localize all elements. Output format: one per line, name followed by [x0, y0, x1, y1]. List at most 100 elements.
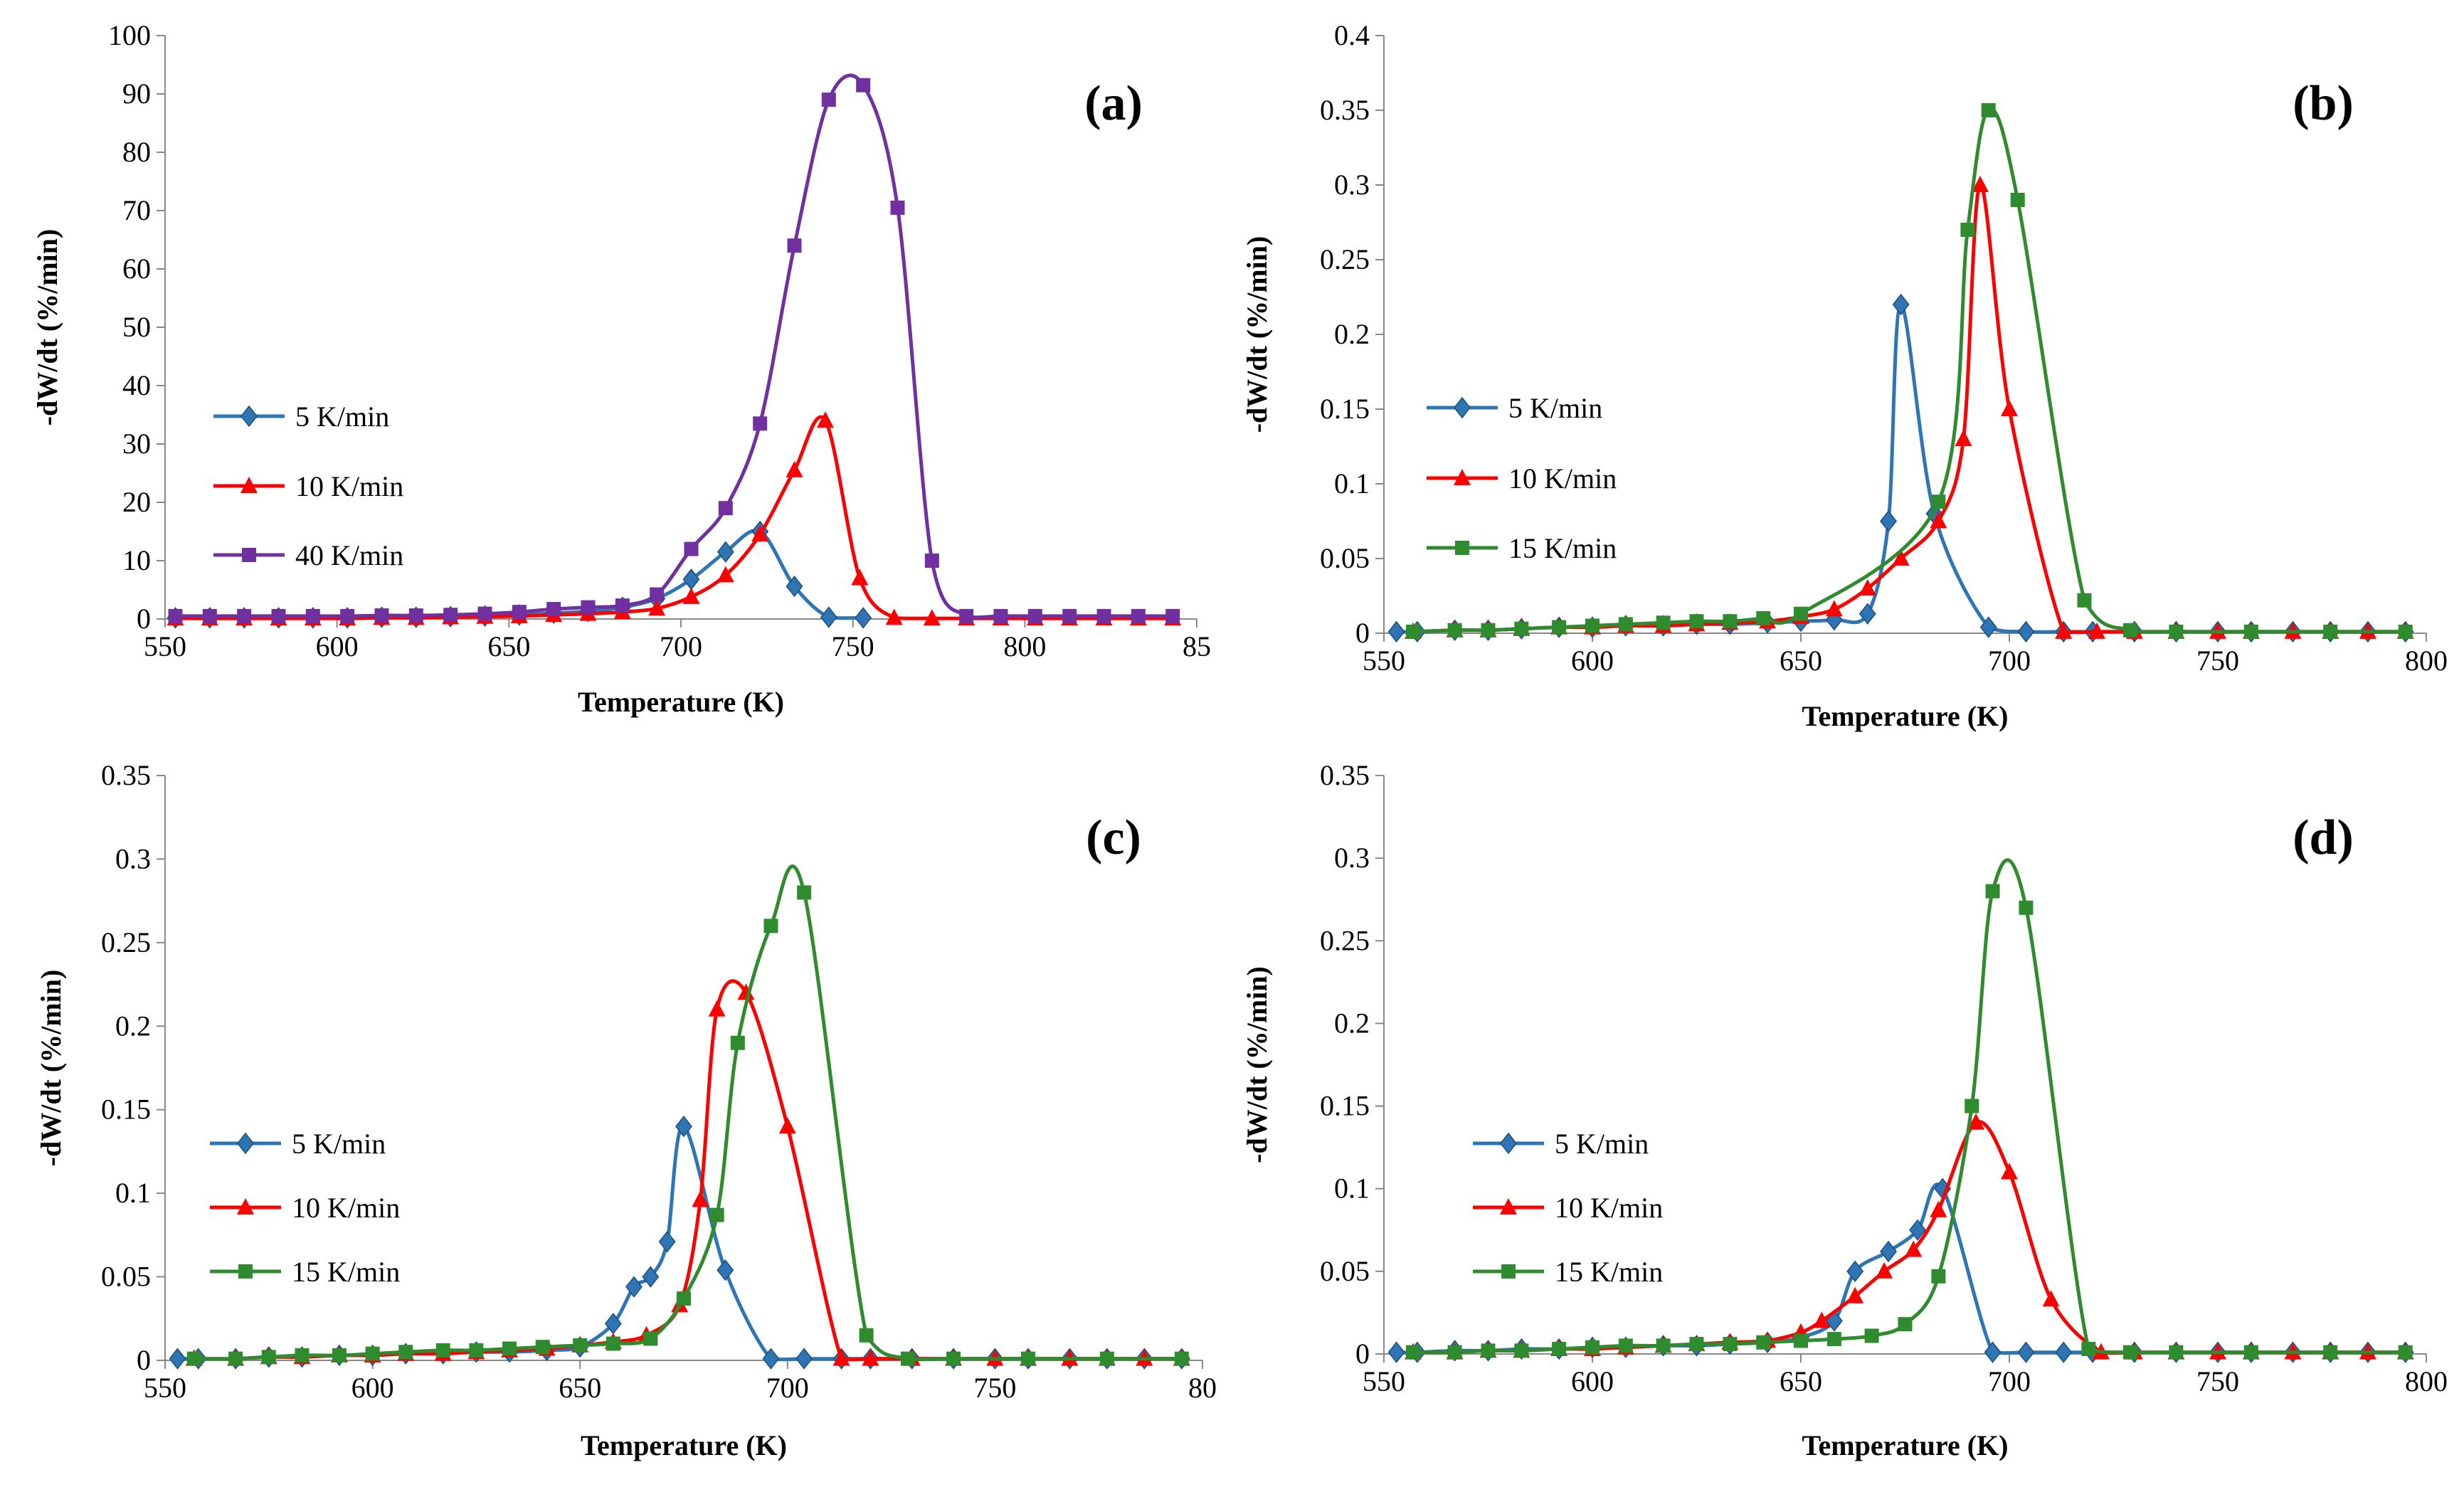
legend-label: 5 K/min — [1555, 1128, 1649, 1160]
data-point — [851, 568, 869, 586]
data-point — [2088, 622, 2106, 639]
data-point — [1723, 614, 1738, 629]
y-tick-label: 0.1 — [1334, 1173, 1370, 1205]
data-point — [1984, 1341, 2002, 1363]
data-point — [237, 608, 252, 623]
data-point — [650, 587, 665, 602]
data-point — [1858, 579, 1876, 596]
legend-label: 15 K/min — [1555, 1256, 1663, 1288]
legend-marker — [242, 548, 256, 562]
data-point — [797, 885, 812, 900]
panel-label: (a) — [1084, 76, 1143, 131]
data-point — [1756, 1335, 1771, 1350]
x-tick-label: 750 — [2196, 1365, 2239, 1397]
data-point — [682, 568, 700, 591]
legend-label: 15 K/min — [1508, 532, 1617, 564]
x-tick-label: 650 — [487, 630, 530, 662]
data-point — [717, 566, 734, 583]
data-point — [855, 607, 872, 629]
data-point — [890, 200, 905, 215]
data-point — [271, 608, 286, 623]
series-line — [175, 73, 1173, 620]
chart-panel-b: 0 0.05 0.1 0.15 0.2 0.25 0.3 0.35 0.4 550 600 650 70… — [1241, 19, 2448, 732]
x-tick-label: 700 — [660, 630, 702, 662]
data-point — [1930, 512, 1947, 529]
data-point — [708, 1000, 726, 1017]
data-point — [2122, 1345, 2137, 1360]
data-point — [1898, 1317, 1913, 1332]
y-tick-label: 0.4 — [1334, 19, 1370, 51]
data-point — [1930, 1200, 1947, 1217]
data-point — [778, 1117, 796, 1134]
data-point — [1826, 1332, 1841, 1347]
data-point — [717, 1259, 734, 1281]
data-point — [1756, 611, 1771, 625]
data-point — [2081, 1342, 2096, 1357]
y-tick-label: 0.35 — [101, 759, 151, 791]
data-point — [737, 983, 755, 1000]
data-point — [1131, 608, 1146, 623]
series-10-kmin — [185, 979, 1190, 1366]
data-point — [717, 541, 734, 563]
data-point — [1794, 606, 1808, 621]
y-tick-label: 20 — [122, 486, 151, 518]
data-point — [1387, 1341, 1405, 1363]
data-point — [573, 1338, 588, 1353]
data-point — [2169, 624, 2184, 639]
legend-marker — [1500, 1198, 1517, 1215]
y-tick-label: 30 — [122, 428, 151, 460]
data-point — [1096, 608, 1111, 623]
data-point — [2017, 620, 2035, 643]
data-point — [169, 1348, 186, 1370]
data-point — [1099, 1351, 1114, 1366]
legend-marker — [1454, 396, 1471, 419]
series-15-kmin — [1406, 858, 2413, 1360]
data-point — [2042, 1290, 2060, 1307]
x-tick-label: 85 — [1183, 630, 1211, 662]
data-point — [502, 1341, 517, 1356]
data-point — [1979, 616, 1997, 638]
data-point — [2398, 1345, 2413, 1360]
data-point — [1955, 430, 1972, 446]
chart-panel-c: 0 0.05 0.1 0.15 0.2 0.25 0.3 0.35 550 600 650 700 75… — [35, 759, 1217, 1461]
data-point — [1864, 1328, 1879, 1343]
data-point — [2055, 1341, 2073, 1363]
data-point — [1880, 510, 1898, 532]
x-tick-label: 80 — [1188, 1372, 1217, 1404]
data-point — [228, 1351, 243, 1366]
y-tick-label: 90 — [122, 78, 151, 110]
data-point — [1931, 1269, 1946, 1284]
data-point — [885, 608, 903, 625]
data-point — [2243, 624, 2258, 639]
data-point — [1406, 1345, 1421, 1360]
legend-marker — [1501, 1264, 1516, 1279]
legend-marker — [1454, 469, 1471, 485]
y-tick-label: 10 — [122, 544, 151, 576]
data-point — [443, 608, 458, 623]
data-point — [817, 411, 834, 428]
data-point — [1021, 1351, 1036, 1366]
legend-marker — [237, 1132, 254, 1155]
x-tick-label: 550 — [144, 1372, 186, 1404]
y-tick-label: 0.35 — [1320, 759, 1370, 791]
data-point — [821, 92, 836, 107]
y-tick-label: 0.1 — [1334, 467, 1370, 499]
data-point — [1027, 608, 1042, 623]
y-tick-label: 0.15 — [101, 1094, 151, 1126]
y-tick-label: 80 — [122, 136, 151, 168]
data-point — [762, 1348, 780, 1370]
data-point — [900, 1351, 915, 1366]
data-point — [1174, 1351, 1189, 1366]
data-point — [512, 605, 527, 620]
data-point — [1892, 549, 1910, 566]
legend-marker — [238, 1264, 253, 1279]
data-point — [795, 1348, 813, 1370]
chart-panel-d: 0 0.05 0.1 0.15 0.2 0.25 0.3 0.35 550 600 650 700 75… — [1241, 759, 2448, 1461]
data-point — [923, 609, 941, 626]
data-point — [751, 525, 769, 542]
series-10-kmin — [166, 411, 1182, 626]
x-axis-title: Temperature (K) — [578, 686, 784, 718]
data-point — [718, 501, 733, 516]
data-point — [1552, 620, 1567, 635]
